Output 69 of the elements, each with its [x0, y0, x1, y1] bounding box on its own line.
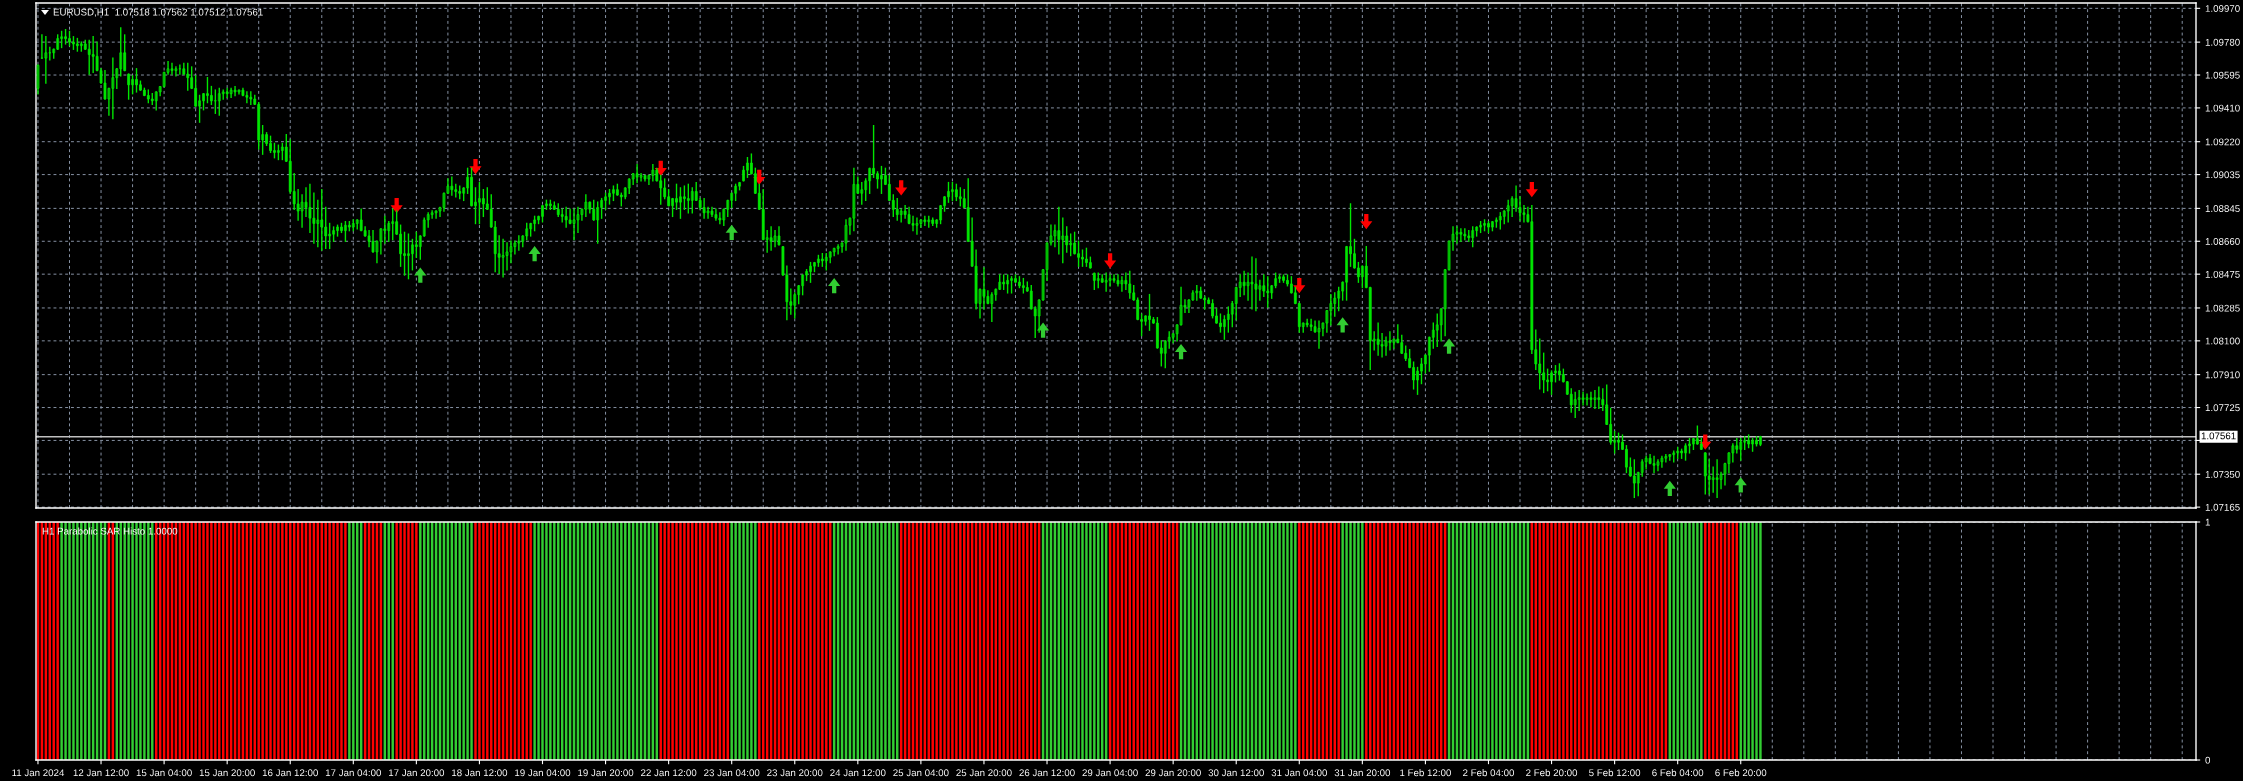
- ref-line-label: 1.07561: [2201, 432, 2236, 440]
- x-tick-label: 6 Feb 20:00: [1715, 769, 1767, 777]
- x-tick-label: 26 Jan 12:00: [1019, 769, 1075, 777]
- y-tick-label: 1.08660: [2205, 238, 2240, 245]
- x-tick-label: 12 Jan 12:00: [73, 769, 129, 777]
- x-tick-label: 22 Jan 12:00: [641, 769, 697, 777]
- point: [414, 267, 427, 283]
- x-tick-label: 19 Jan 04:00: [515, 769, 571, 777]
- x-tick-label: 23 Jan 20:00: [767, 769, 823, 777]
- x-tick-label: 29 Jan 20:00: [1145, 769, 1201, 777]
- x-tick-label: 25 Jan 04:00: [893, 769, 949, 777]
- point: [1442, 338, 1456, 354]
- y-tick-label: 1.09035: [2205, 171, 2240, 179]
- point: [1104, 253, 1117, 269]
- point: [528, 246, 541, 262]
- point: [1699, 434, 1712, 450]
- y-tick-label: 1: [2205, 518, 2210, 526]
- point: [1336, 317, 1349, 333]
- y-tick-label: 1.09410: [2205, 104, 2240, 112]
- point: [895, 180, 908, 196]
- x-tick-label: 15 Jan 04:00: [136, 769, 192, 777]
- y-tick-label: 1.08100: [2205, 337, 2240, 345]
- point: [725, 224, 738, 240]
- x-tick-label: 2 Feb 04:00: [1463, 769, 1515, 777]
- y-tick-label: 1.07165: [2205, 503, 2240, 511]
- candlestick: [233, 85, 237, 97]
- x-tick-label: 31 Jan 04:00: [1271, 769, 1328, 777]
- x-tick-label: 5 Feb 12:00: [1589, 769, 1641, 777]
- x-tick-label: 19 Jan 20:00: [578, 769, 634, 777]
- x-tick-label: 1 Feb 12:00: [1400, 769, 1451, 777]
- x-tick-label: 15 Jan 20:00: [199, 769, 255, 777]
- x-tick-label: 2 Feb 20:00: [1526, 769, 1578, 777]
- x-tick-label: 29 Jan 04:00: [1082, 769, 1138, 777]
- x-tick-label: 30 Jan 12:00: [1208, 769, 1264, 777]
- point: [1293, 278, 1306, 294]
- point: [1174, 343, 1188, 360]
- point: [1734, 477, 1747, 493]
- text: EURUSD,H1 1.07518 1.07562 1.07512 1.07561: [53, 8, 263, 17]
- x-tick-label: 16 Jan 12:00: [262, 769, 318, 777]
- y-tick-label: 1.08475: [2205, 270, 2240, 278]
- x-tick-label: 31 Jan 20:00: [1334, 769, 1391, 777]
- x-tick-label: 25 Jan 20:00: [956, 769, 1012, 777]
- point: [828, 278, 841, 294]
- x-tick-label: 23 Jan 04:00: [704, 769, 760, 777]
- y-tick-label: 1.07725: [2205, 404, 2240, 412]
- candlestick: [72, 36, 75, 50]
- point: [1036, 322, 1050, 338]
- y-tick-label: 1.09220: [2205, 138, 2240, 146]
- y-tick-label: 1.07350: [2205, 470, 2240, 478]
- point: [1663, 480, 1676, 497]
- candlestick: [237, 89, 241, 95]
- y-tick-label: 1.09595: [2205, 71, 2240, 79]
- y-tick-label: 1.09970: [2205, 5, 2240, 12]
- point: [469, 158, 482, 175]
- y-tick-label: 1.07910: [2205, 371, 2240, 379]
- y-tick-label: 0: [2205, 756, 2211, 764]
- y-tick-label: 1.09780: [2205, 38, 2240, 46]
- point: [1360, 214, 1373, 230]
- point: [390, 198, 403, 214]
- y-tick-label: 1.08285: [2205, 304, 2240, 312]
- y-tick-label: 1.08845: [2205, 205, 2240, 212]
- point: [1525, 182, 1538, 198]
- x-tick-label: 18 Jan 12:00: [452, 769, 508, 777]
- x-tick-label: 6 Feb 04:00: [1652, 769, 1704, 777]
- x-tick-label: 17 Jan 04:00: [325, 769, 382, 777]
- x-tick-label: 24 Jan 12:00: [830, 769, 886, 777]
- x-tick-label: 11 Jan 2024: [12, 769, 65, 777]
- candlestick: [1554, 365, 1557, 383]
- x-tick-label: 17 Jan 20:00: [389, 769, 445, 777]
